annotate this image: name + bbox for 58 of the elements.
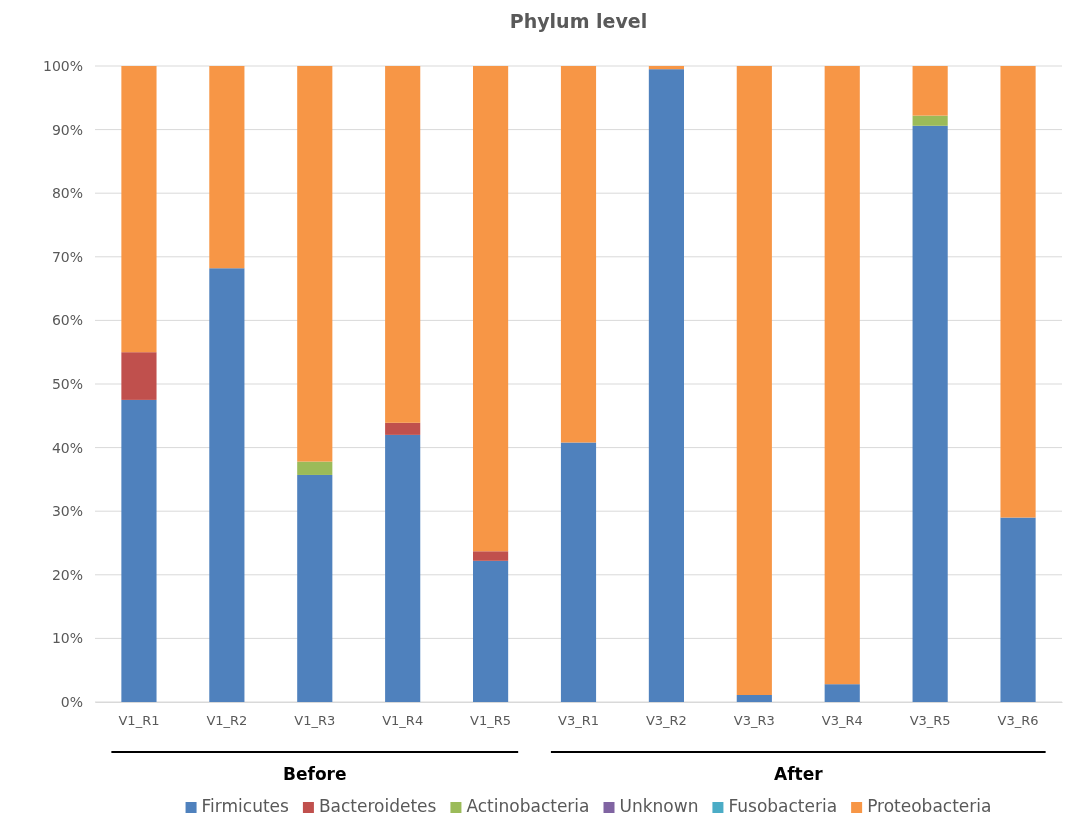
bar [121,399,157,702]
bar [912,66,948,116]
y-tick-label: 40% [51,439,83,456]
chart-title: Phylum level [509,10,648,32]
x-tick-label: V1_R2 [206,713,248,729]
bar [121,352,157,400]
bar [209,66,245,269]
bar [209,268,245,702]
x-tick-label: V3_R1 [558,713,599,729]
y-tick-label: 90% [51,121,83,138]
bar [385,434,421,702]
bar [560,442,597,702]
y-tick-label: 80% [51,185,83,202]
y-tick-label: 30% [51,503,83,520]
y-tick-label: 0% [60,693,83,710]
y-tick-label: 50% [51,375,83,392]
bar [297,461,333,475]
legend-label: Fusobacteria [728,796,838,816]
bar [824,684,860,702]
bar [736,66,772,695]
bar [473,66,509,552]
bar [648,69,684,702]
x-tick-label: V3_R5 [909,713,951,729]
x-tick-label: V3_R2 [645,713,687,729]
bar [912,115,948,126]
bar [824,66,860,685]
x-tick-label: V1_R1 [118,713,160,729]
text: Before [283,764,347,784]
bar [1000,66,1036,518]
bar [385,422,421,435]
y-tick-label: 10% [51,630,83,647]
bar [121,66,157,353]
x-tick-label: V1_R3 [294,713,336,729]
bar [473,560,509,702]
bar [385,66,421,423]
y-tick-label: 70% [51,248,83,265]
legend-label: Firmicutes [201,796,290,816]
bar [1000,517,1036,702]
y-tick-label: 60% [51,312,83,329]
x-tick-label: V1_R5 [470,713,512,729]
bar [473,551,509,561]
x-tick-label: V3_R4 [821,713,863,729]
x-tick-label: V3_R3 [733,713,775,729]
bar [297,66,333,462]
legend-label: Bacteroidetes [318,796,437,816]
y-tick-label: 20% [51,566,83,583]
y-tick-label: 100% [42,57,83,74]
bar [648,66,684,70]
legend-label: Unknown [619,796,699,816]
bar [736,695,772,702]
legend-label: Proteobacteria [867,796,992,816]
x-tick-label: V1_R4 [382,713,424,729]
text: After [773,764,824,784]
x-tick-label: V3_R6 [997,713,1039,729]
bar [912,125,948,702]
bar [297,474,333,702]
legend-label: Actinobacteria [466,796,590,816]
bar [560,66,597,443]
